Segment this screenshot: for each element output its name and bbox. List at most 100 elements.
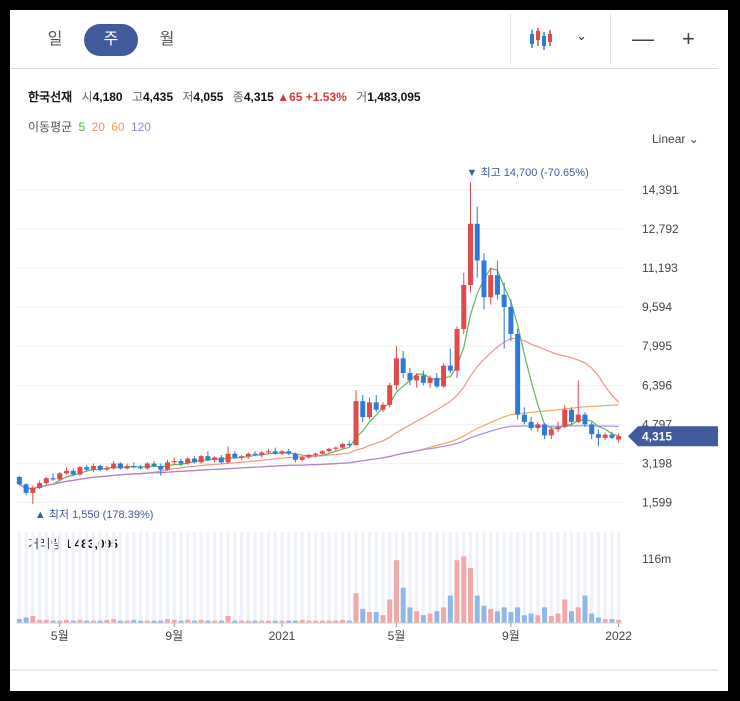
moving-average-legend[interactable]: 이동평균 5 20 60 120 bbox=[28, 118, 154, 135]
candle-body bbox=[528, 421, 534, 429]
x-tick-label: 2022 bbox=[605, 629, 632, 643]
zoom-in-button[interactable]: + bbox=[682, 26, 695, 51]
volume-bar bbox=[158, 620, 164, 623]
candle-body bbox=[43, 478, 49, 484]
candle-body bbox=[239, 456, 245, 458]
candle-body bbox=[104, 468, 110, 470]
candle-body bbox=[138, 467, 144, 469]
period-daily-tab[interactable]: 일 bbox=[47, 31, 63, 48]
volume-bar bbox=[239, 620, 245, 623]
candle-body bbox=[205, 456, 211, 460]
candle-body bbox=[340, 443, 346, 448]
volume-stripe bbox=[320, 532, 324, 623]
volume-stripe bbox=[543, 532, 547, 623]
toolbar-divider bbox=[610, 14, 611, 64]
volume-stripe bbox=[199, 532, 203, 623]
candle-body bbox=[595, 434, 601, 438]
volume-bar bbox=[30, 615, 36, 623]
volume-stripe bbox=[556, 532, 560, 623]
volume-bar bbox=[434, 611, 440, 623]
volume-stripe bbox=[596, 532, 600, 623]
candle-body bbox=[37, 483, 43, 488]
volume-bar bbox=[16, 619, 22, 623]
candle-body bbox=[602, 434, 608, 438]
volume-bar bbox=[57, 620, 63, 623]
volume-bar bbox=[326, 620, 332, 623]
period-weekly-tab[interactable]: 주 bbox=[84, 24, 138, 56]
volume-stripe bbox=[435, 532, 439, 623]
volume-stripe bbox=[368, 532, 371, 623]
ma-20-legend: 20 bbox=[91, 120, 105, 134]
volume-stripe bbox=[226, 532, 230, 623]
candle-body bbox=[57, 473, 63, 480]
volume-bar bbox=[595, 617, 601, 623]
volume-bar bbox=[555, 613, 561, 623]
scale-dropdown[interactable]: Linear ⌄ bbox=[652, 132, 699, 146]
volume-stripe bbox=[442, 532, 446, 623]
volume-bar bbox=[501, 607, 507, 623]
volume-stripe bbox=[475, 532, 479, 623]
candle-body bbox=[292, 453, 298, 460]
volume-bar bbox=[407, 607, 413, 623]
volume-stripe bbox=[516, 532, 520, 623]
volume-bar bbox=[299, 619, 305, 623]
volume-stripe bbox=[152, 532, 156, 623]
high-value: 4,435 bbox=[142, 90, 174, 104]
candle-body bbox=[158, 465, 164, 470]
volume-bar bbox=[488, 608, 494, 623]
candle-body bbox=[353, 401, 359, 446]
candle-body bbox=[165, 462, 170, 470]
change-percent: +1.53% bbox=[305, 90, 347, 104]
candle-body bbox=[367, 402, 372, 418]
volume-bar bbox=[616, 619, 622, 623]
volume-stripe bbox=[118, 532, 122, 623]
candle-body bbox=[245, 453, 251, 457]
candle-body bbox=[535, 424, 541, 429]
volume-bar bbox=[212, 620, 218, 623]
volume-bar bbox=[387, 599, 393, 623]
ma-120-line bbox=[19, 425, 619, 490]
volume-stripe bbox=[314, 532, 318, 623]
volume-bar bbox=[353, 593, 359, 623]
candle-body bbox=[521, 414, 527, 422]
chart-type-dropdown-icon[interactable]: ⌄ bbox=[576, 28, 587, 43]
volume-stripe bbox=[482, 532, 486, 623]
candle-body bbox=[542, 424, 548, 436]
volume-bar bbox=[400, 587, 406, 623]
candle-body bbox=[373, 402, 379, 410]
low-value: 4,055 bbox=[193, 90, 224, 104]
candle-body bbox=[111, 463, 117, 469]
volume-bar bbox=[569, 611, 574, 623]
candle-body bbox=[131, 465, 137, 468]
candle-body bbox=[434, 377, 440, 387]
y-tick-label: 1,599 bbox=[642, 496, 672, 510]
candle-body bbox=[77, 467, 83, 475]
current-price-label: 4,315 bbox=[642, 429, 672, 443]
candle-body bbox=[400, 358, 406, 374]
candle-body bbox=[124, 465, 130, 469]
candle-body bbox=[420, 375, 426, 383]
volume-bar bbox=[245, 620, 251, 623]
candle-body bbox=[306, 454, 312, 458]
zoom-out-button[interactable]: — bbox=[632, 26, 654, 51]
volume-bar bbox=[165, 619, 170, 623]
volume-stripe bbox=[192, 532, 196, 623]
candle-body bbox=[326, 448, 332, 452]
volume-bar bbox=[474, 595, 480, 623]
y-tick-label: 3,198 bbox=[642, 457, 672, 471]
period-monthly-tab[interactable]: 월 bbox=[159, 31, 175, 48]
price-chart[interactable]: 14,39112,79211,1939,5947,9956,3964,7973,… bbox=[10, 10, 728, 691]
volume-bar bbox=[279, 620, 285, 623]
candle-body bbox=[272, 451, 278, 454]
volume-bar bbox=[218, 620, 224, 623]
candlestick-chart-type-icon[interactable] bbox=[528, 26, 554, 52]
volume-bar bbox=[602, 619, 608, 623]
x-tick-label: 5월 bbox=[388, 629, 406, 643]
volume-stripe bbox=[590, 532, 594, 623]
candle-body bbox=[589, 424, 595, 435]
volume-stripe bbox=[186, 532, 190, 623]
volume-bar bbox=[380, 615, 386, 623]
volume-bar bbox=[333, 620, 339, 623]
y-tick-label: 9,594 bbox=[642, 300, 672, 314]
candle-body bbox=[515, 333, 521, 415]
